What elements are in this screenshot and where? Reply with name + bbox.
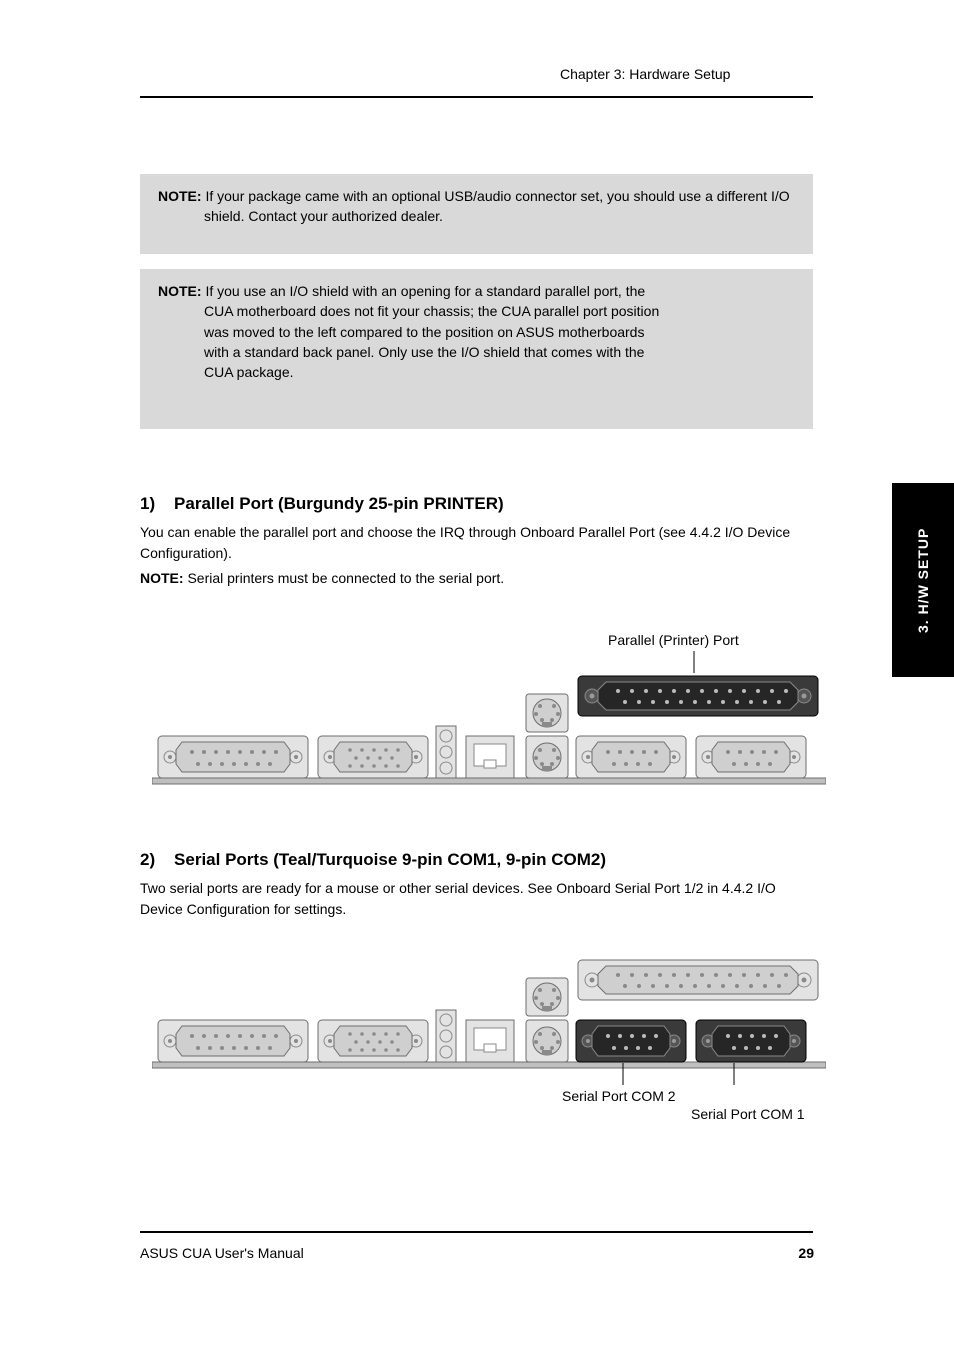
- footer-left: ASUS CUA User's Manual: [140, 1245, 304, 1261]
- note2-line3: was moved to the left compared to the po…: [158, 322, 795, 342]
- ps2-ports-icon-2: [526, 978, 568, 1062]
- game-port-icon-2: [158, 1020, 308, 1062]
- com1-port-icon-highlighted: [696, 1020, 806, 1062]
- note2-label: NOTE:: [158, 283, 202, 299]
- section-serial-title: Serial Ports (Teal/Turquoise 9-pin COM1,…: [174, 850, 606, 869]
- audio-jacks-icon-2: [436, 1010, 456, 1062]
- section-serial-body: Two serial ports are ready for a mouse o…: [140, 878, 813, 920]
- side-tab-text: 3. H/W SETUP: [915, 527, 931, 632]
- header-breadcrumb: Chapter 3: Hardware Setup: [560, 66, 730, 82]
- header-rule: [140, 96, 813, 98]
- note2-line2: CUA motherboard does not fit your chassi…: [158, 301, 795, 321]
- vga-port-icon-2: [318, 1020, 428, 1062]
- com2-pointer: [622, 1063, 624, 1085]
- parallel-port-icon-2: [578, 960, 818, 1000]
- side-tab: 3. H/W SETUP: [892, 483, 954, 677]
- note2-line5: CUA package.: [158, 362, 795, 382]
- com2-port-icon: [576, 736, 686, 778]
- audio-jacks-icon: [436, 726, 456, 778]
- lan-port-icon-2: [466, 1020, 514, 1062]
- note2-line4: with a standard back panel. Only use the…: [158, 342, 795, 362]
- note1-text: NOTE: If your package came with an optio…: [158, 186, 795, 227]
- vga-port-icon: [318, 736, 428, 778]
- footer-rule: [140, 1231, 813, 1233]
- section-serial-heading: 2) Serial Ports (Teal/Turquoise 9-pin CO…: [140, 850, 606, 870]
- section-parallel-note: NOTE: Serial printers must be connected …: [140, 568, 813, 589]
- section-parallel-body: You can enable the parallel port and cho…: [140, 522, 813, 564]
- parallel-port-icon-highlighted: [578, 676, 818, 716]
- com1-pointer: [733, 1063, 735, 1085]
- note-box-parallel-shield: NOTE: If you use an I/O shield with an o…: [140, 269, 813, 429]
- section-parallel-number: 1): [140, 494, 155, 513]
- game-port-icon: [158, 736, 308, 778]
- note1-body: If your package came with an optional US…: [204, 188, 790, 224]
- com1-label: Serial Port COM 1: [691, 1106, 805, 1122]
- section-parallel-heading: 1) Parallel Port (Burgundy 25-pin PRINTE…: [140, 494, 504, 514]
- page: 3. H/W SETUP Chapter 3: Hardware Setup N…: [0, 0, 954, 1351]
- footer-page-number: 29: [798, 1245, 814, 1261]
- ps2-ports-icon: [526, 694, 568, 778]
- section-serial-number: 2): [140, 850, 155, 869]
- com2-port-icon-highlighted: [576, 1020, 686, 1062]
- rear-panel-diagram-serial: [152, 954, 826, 1082]
- rear-panel-diagram-parallel: [152, 670, 826, 798]
- section-parallel-title: Parallel Port (Burgundy 25-pin PRINTER): [174, 494, 504, 513]
- section-parallel-note-label: NOTE:: [140, 570, 184, 586]
- lan-port-icon: [466, 736, 514, 778]
- parallel-port-label: Parallel (Printer) Port: [608, 632, 739, 648]
- note-box-io-shield: NOTE: If your package came with an optio…: [140, 174, 813, 254]
- com2-label: Serial Port COM 2: [562, 1088, 676, 1104]
- note2-line1: NOTE: If you use an I/O shield with an o…: [158, 281, 795, 301]
- com1-port-icon: [696, 736, 806, 778]
- note1-label: NOTE:: [158, 188, 202, 204]
- section-parallel-note-text: Serial printers must be connected to the…: [187, 570, 504, 586]
